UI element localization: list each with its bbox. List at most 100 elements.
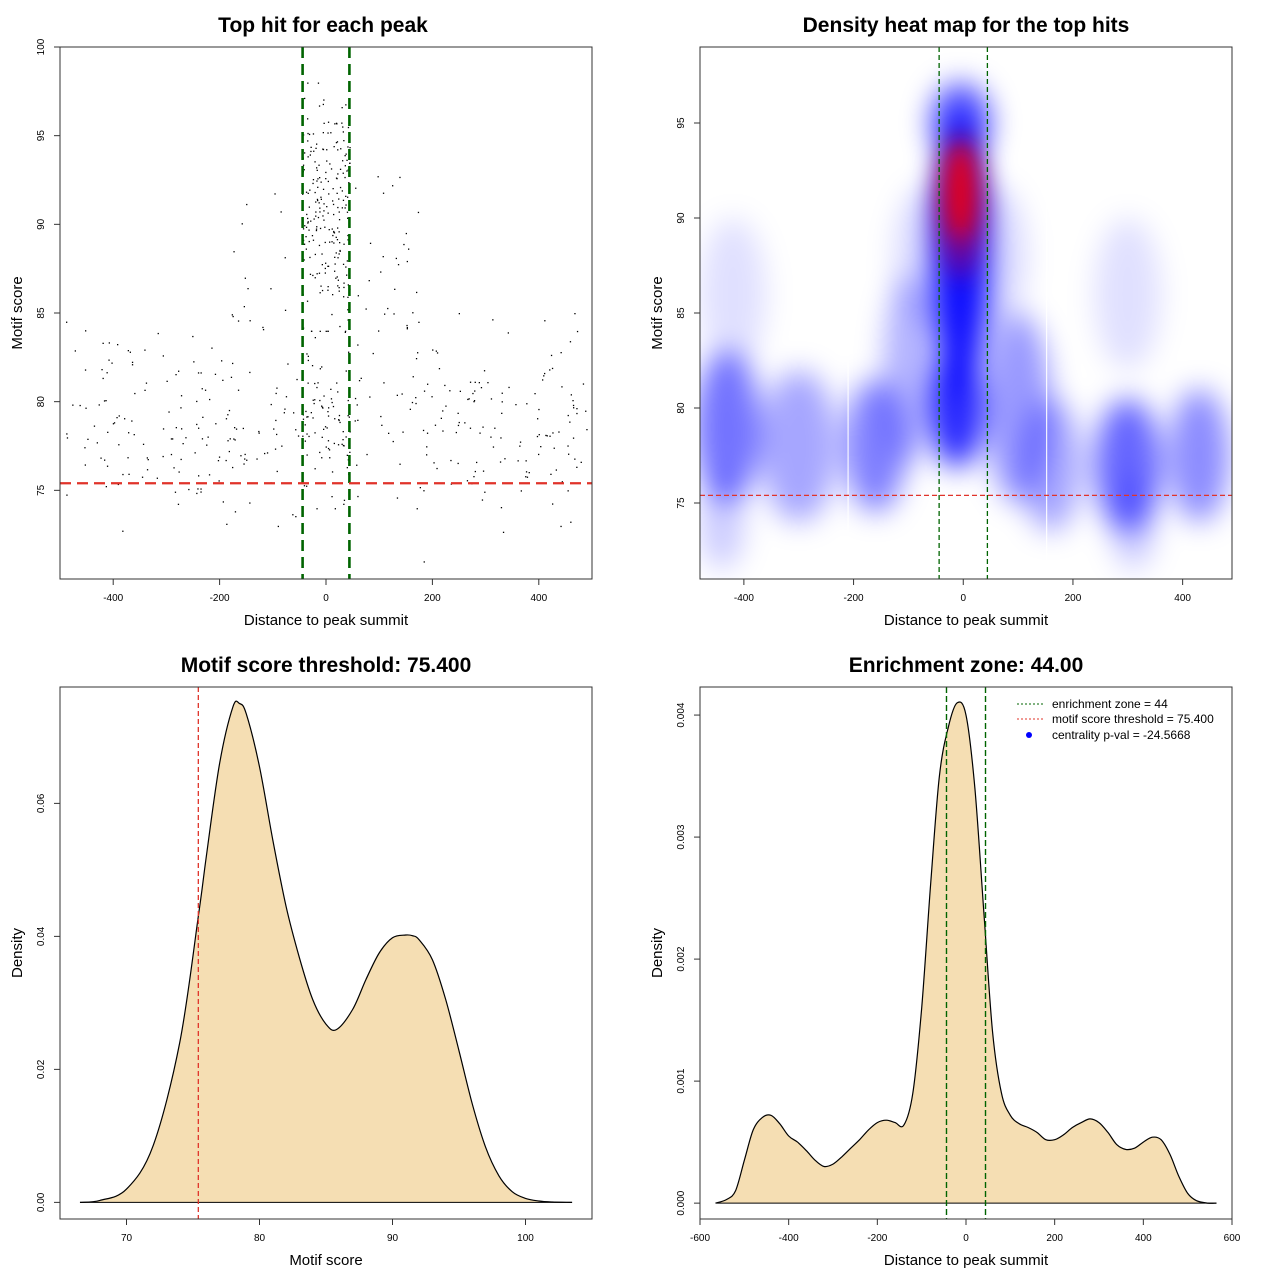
- scatter-point: [324, 241, 326, 244]
- scatter-point: [194, 452, 196, 454]
- scatter-point: [567, 490, 569, 492]
- scatter-point: [327, 415, 330, 417]
- scatter-point: [244, 458, 246, 460]
- scatter-point: [118, 415, 120, 417]
- scatter-point: [306, 213, 308, 216]
- scatter-point: [200, 372, 202, 374]
- scatter-point: [225, 459, 227, 462]
- scatter-point: [320, 285, 322, 287]
- scatter-x-tick-label: -200: [210, 593, 230, 604]
- heatmap-y-tick-label: 95: [676, 117, 687, 129]
- scatter-point: [235, 428, 238, 430]
- scatter-point: [507, 332, 509, 334]
- scatter-point: [322, 132, 324, 134]
- heatmap-density-blob: [1111, 474, 1156, 570]
- scatter-point: [543, 375, 545, 377]
- scatter-point: [433, 462, 435, 464]
- distance-density-y-tick-label: 0.001: [676, 1068, 687, 1093]
- legend-swatch-centrality: [1026, 732, 1032, 738]
- scatter-point: [146, 469, 149, 471]
- scatter-point: [229, 438, 231, 440]
- scatter-point: [285, 396, 288, 398]
- scatter-point: [316, 226, 318, 228]
- scatter-point: [338, 219, 341, 221]
- scatter-point: [474, 390, 476, 392]
- scatter-point: [318, 105, 321, 107]
- scatter-point: [544, 320, 546, 322]
- scatter-point: [406, 328, 408, 330]
- scatter-point: [287, 363, 289, 365]
- scatter-point: [196, 400, 198, 403]
- scatter-point: [283, 412, 285, 414]
- scatter-point: [244, 277, 246, 279]
- scatter-point: [342, 160, 344, 162]
- heatmap-x-axis: -400 -200 0 200 400: [734, 579, 1191, 604]
- scatter-point: [337, 285, 339, 287]
- scatter-point: [327, 286, 329, 288]
- scatter-point: [317, 199, 319, 202]
- scatter-point: [323, 219, 325, 221]
- score-density-x-tick-label: 90: [387, 1233, 399, 1244]
- scatter-point: [315, 147, 317, 149]
- distance-density-area-fill: [715, 701, 1217, 1204]
- scatter-point: [349, 451, 351, 453]
- scatter-point: [338, 198, 340, 200]
- scatter-point: [336, 382, 338, 384]
- scatter-point: [520, 490, 522, 492]
- scatter-point: [215, 423, 217, 425]
- scatter-point: [347, 217, 349, 219]
- scatter-point: [307, 221, 309, 223]
- scatter-point: [302, 435, 304, 437]
- scatter-point: [325, 178, 327, 180]
- scatter-point: [87, 438, 89, 440]
- scatter-point: [317, 82, 320, 84]
- scatter-point: [314, 161, 316, 163]
- scatter-point: [322, 407, 324, 409]
- scatter-point: [320, 196, 322, 198]
- scatter-point: [292, 514, 294, 516]
- scatter-point: [317, 382, 319, 384]
- scatter-point: [331, 401, 333, 404]
- scatter-point: [333, 231, 335, 233]
- scatter-point: [346, 454, 348, 456]
- scatter-point: [243, 306, 245, 308]
- scatter-point: [582, 383, 585, 385]
- scatter-point: [100, 457, 102, 459]
- scatter-point: [517, 460, 519, 462]
- scatter-point: [322, 215, 324, 217]
- scatter-point: [468, 398, 470, 400]
- scatter-point: [508, 386, 510, 389]
- heatmap-x-tick-label: 0: [960, 593, 966, 604]
- scatter-point: [74, 350, 76, 352]
- scatter-point: [538, 434, 540, 436]
- heatmap-hotspot: [936, 137, 985, 279]
- scatter-point: [445, 405, 447, 407]
- scatter-point: [321, 253, 323, 255]
- scatter-point: [356, 464, 358, 466]
- scatter-point: [218, 480, 220, 482]
- scatter-y-tick-label: 80: [36, 396, 47, 408]
- scatter-point: [484, 491, 486, 493]
- scatter-point: [330, 398, 333, 400]
- scatter-y-label: Motif score: [9, 276, 26, 349]
- scatter-point: [329, 163, 331, 165]
- scatter-point: [310, 150, 312, 153]
- scatter-point: [382, 192, 385, 194]
- scatter-point: [576, 330, 579, 333]
- scatter-point: [66, 321, 68, 323]
- scatter-point: [549, 369, 551, 371]
- scatter-point: [526, 476, 529, 478]
- scatter-point: [357, 344, 359, 346]
- scatter-point: [233, 251, 235, 253]
- scatter-point: [307, 192, 309, 194]
- scatter-point: [405, 232, 407, 235]
- score-density-y-axis: 0.00 0.02 0.04 0.06: [36, 793, 60, 1212]
- heatmap-density-blob: [930, 348, 983, 468]
- scatter-point: [544, 372, 546, 375]
- scatter-point: [342, 431, 344, 433]
- distance-density-x-tick-label: 0: [963, 1233, 969, 1244]
- scatter-point: [332, 188, 334, 190]
- scatter-point: [341, 122, 343, 124]
- scatter-point: [480, 387, 483, 389]
- scatter-point: [93, 425, 96, 427]
